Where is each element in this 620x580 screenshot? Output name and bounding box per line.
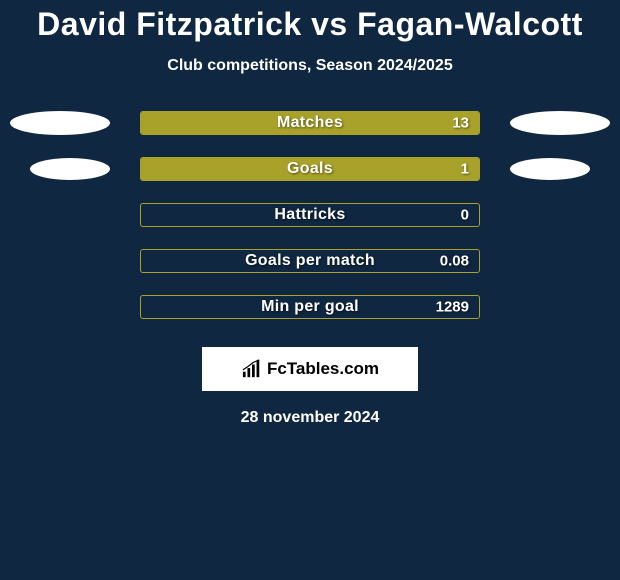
- date-label: 28 november 2024: [241, 409, 380, 427]
- fctables-logo[interactable]: FcTables.com: [202, 347, 418, 391]
- stat-row-matches: Matches 13: [0, 111, 620, 135]
- stat-value: 13: [452, 115, 469, 132]
- stats-card: David Fitzpatrick vs Fagan-Walcott Club …: [0, 0, 620, 427]
- stat-bar: Hattricks 0: [140, 203, 480, 227]
- stat-row-goals: Goals 1: [0, 157, 620, 181]
- stat-label: Goals per match: [245, 252, 375, 270]
- left-ellipse: [10, 111, 110, 135]
- stat-row-goals-per-match: Goals per match 0.08: [0, 249, 620, 273]
- stat-bar: Matches 13: [140, 111, 480, 135]
- subtitle: Club competitions, Season 2024/2025: [167, 57, 452, 75]
- stat-label: Min per goal: [261, 298, 359, 316]
- stat-bar: Goals per match 0.08: [140, 249, 480, 273]
- stat-label: Hattricks: [274, 206, 345, 224]
- stat-bar: Min per goal 1289: [140, 295, 480, 319]
- right-ellipse: [510, 111, 610, 135]
- stat-label: Goals: [287, 160, 333, 178]
- stat-label: Matches: [277, 114, 343, 132]
- logo-text: FcTables.com: [267, 359, 379, 379]
- stat-rows: Matches 13 Goals 1 Hattricks 0: [0, 111, 620, 319]
- bar-chart-icon: [241, 359, 263, 379]
- stat-bar: Goals 1: [140, 157, 480, 181]
- stat-row-min-per-goal: Min per goal 1289: [0, 295, 620, 319]
- stat-value: 1: [461, 161, 469, 178]
- right-ellipse: [510, 158, 590, 180]
- stat-value: 0.08: [440, 253, 469, 270]
- stat-value: 0: [461, 207, 469, 224]
- stat-row-hattricks: Hattricks 0: [0, 203, 620, 227]
- page-title: David Fitzpatrick vs Fagan-Walcott: [37, 6, 583, 43]
- stat-value: 1289: [436, 299, 469, 316]
- left-ellipse: [30, 158, 110, 180]
